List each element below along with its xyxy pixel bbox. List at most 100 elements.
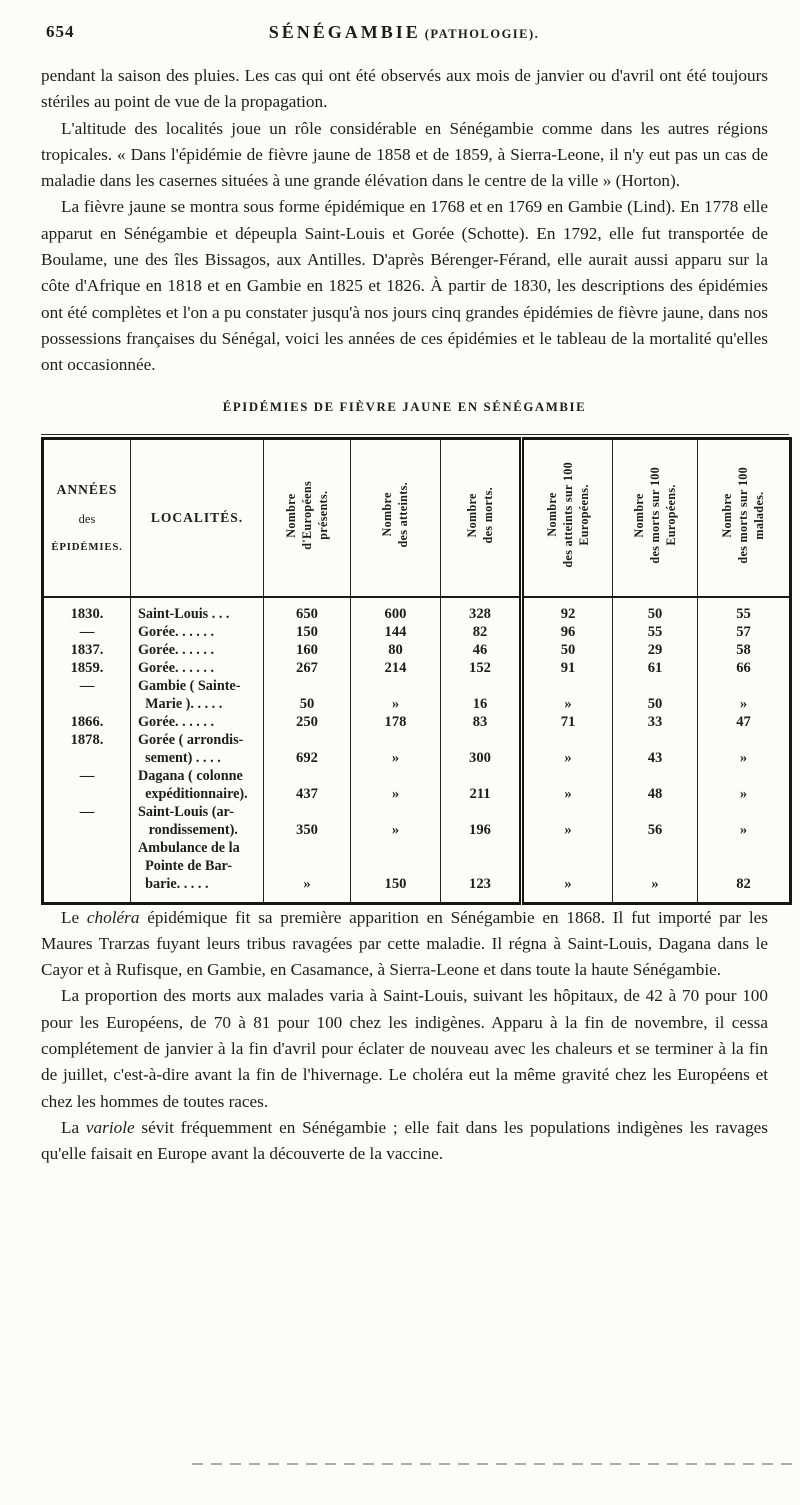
page-content: pendant la saison des pluies. Les cas qu… — [41, 63, 792, 1168]
table-cell: 1866. — [70, 713, 104, 730]
table-row: sement) . . . . 692» 300» 43» — [43, 748, 791, 767]
table-cell: — — [79, 623, 95, 640]
table-cell: 50 — [519, 640, 613, 659]
table-row: 1859. Gorée. . . . . . 267 214 152 91 61 66 — [43, 658, 791, 677]
table-cell: 211 — [440, 784, 522, 803]
table-cell — [43, 785, 131, 803]
table-cell: 144 — [350, 622, 441, 641]
table-cell — [697, 856, 791, 875]
table-cell — [263, 802, 351, 821]
table-cell — [263, 766, 351, 785]
table-cell — [350, 856, 441, 875]
table-cell — [612, 766, 698, 785]
table-cell: Gorée. . . . . . — [130, 658, 264, 677]
table-cell: 43 — [612, 748, 698, 767]
table-cell: 437 — [263, 784, 351, 803]
col-header-morts: Nombre des morts. — [440, 438, 522, 598]
table-cell: 57 — [697, 622, 791, 641]
running-head: 654 SÉNÉGAMBIE (PATHOLOGIE). — [42, 22, 766, 48]
table-cell: Saint-Louis . . . — [130, 596, 264, 623]
table-cell: 150 — [350, 874, 441, 904]
table-cell — [263, 676, 351, 695]
table-cell: 1859. — [70, 659, 104, 676]
table-cell: 152 — [440, 658, 522, 677]
table-cell: 92 — [519, 596, 613, 623]
table-cell — [519, 856, 613, 875]
table-row: — Gambie ( Sainte- — [43, 676, 791, 695]
table-cell — [697, 730, 791, 749]
table-cell: 196 — [440, 820, 522, 839]
table-cell — [440, 838, 522, 857]
paragraph-cholera: Le choléra épidémique fit sa première ap… — [41, 905, 768, 984]
table-row: — Dagana ( colonne — [43, 766, 791, 785]
table-cell — [43, 749, 131, 767]
table-cell: 58 — [697, 640, 791, 659]
table-cell: 1878. — [70, 731, 104, 748]
table-cell — [263, 730, 351, 749]
table-cell: Gorée. . . . . . — [130, 640, 264, 659]
italic-cholera: choléra — [86, 907, 140, 927]
table-cell — [519, 766, 613, 785]
table-cell: 61 — [612, 658, 698, 677]
table-row: Marie ). . . . . 50» 16» 50» — [43, 694, 791, 713]
table-cell — [612, 856, 698, 875]
col-header-atteints-sur-100-europeens: Nombre des atteints sur 100 Européens. — [519, 438, 613, 598]
table-title: ÉPIDÉMIES DE FIÈVRE JAUNE EN SÉNÉGAMBIE — [222, 399, 587, 414]
table-cell: Dagana ( colonne — [130, 766, 264, 785]
table-cell: 82 — [697, 874, 791, 904]
table-cell: 80 — [350, 640, 441, 659]
table-cell: » — [697, 784, 791, 803]
table-cell: 96 — [519, 622, 613, 641]
table-cell: 48 — [612, 784, 698, 803]
table-cell — [43, 695, 131, 713]
table-cell: » — [519, 748, 613, 767]
table-cell: 178 — [350, 712, 441, 731]
table-cell: 250 — [263, 712, 351, 731]
table-cell: » — [697, 748, 791, 767]
table-cell: barie. . . . . — [130, 874, 264, 904]
table-cell: 300 — [440, 748, 522, 767]
table-row: rondissement). 350» 196» 56» — [43, 820, 791, 839]
table-cell — [350, 802, 441, 821]
table-cell: 50 — [612, 694, 698, 713]
paragraph-mortality-proportion: La proportion des morts aux malades vari… — [41, 986, 768, 1111]
paragraph-lead: La — [61, 1117, 86, 1137]
paragraph-yellow-fever-history: La fièvre jaune se montra sous forme épi… — [41, 197, 768, 375]
table-cell: 71 — [519, 712, 613, 731]
table-cell: 46 — [440, 640, 522, 659]
table-cell: Gorée. . . . . . — [130, 712, 264, 731]
table-body: 1830. Saint-Louis . . . 650 600 328 92 50 55— Go… — [43, 596, 791, 904]
table-cell — [440, 730, 522, 749]
epidemics-table: ANNÉES des ÉPIDÉMIES. LOCALITÉS. Nombre d… — [41, 436, 792, 905]
table-cell: 50 — [612, 596, 698, 623]
table-cell — [43, 857, 131, 875]
table-cell — [440, 766, 522, 785]
table-cell: » — [697, 820, 791, 839]
table-cell — [350, 730, 441, 749]
table-cell — [612, 838, 698, 857]
table-cell — [697, 802, 791, 821]
table-row: — Saint-Louis (ar- — [43, 802, 791, 821]
running-title-paren: (PATHOLOGIE). — [424, 27, 540, 41]
table-cell: 83 — [440, 712, 522, 731]
running-title: SÉNÉGAMBIE (PATHOLOGIE). — [42, 22, 766, 43]
table-row: Pointe de Bar- — [43, 856, 791, 875]
table-cell: 600 — [350, 596, 441, 623]
table-cell — [519, 838, 613, 857]
paragraph-rest: épidémique fit sa première apparition en… — [41, 907, 768, 980]
table-cell: — — [79, 767, 95, 784]
table-cell: 1837. — [70, 641, 104, 658]
table-cell: 91 — [519, 658, 613, 677]
table-cell — [697, 838, 791, 857]
table-row: barie. . . . .» 150 123»» 82 — [43, 874, 791, 904]
table-cell: » — [519, 784, 613, 803]
table-header-row: ANNÉES des ÉPIDÉMIES. LOCALITÉS. Nombre d… — [42, 438, 791, 598]
table-row: 1837. Gorée. . . . . . 160 80 46 50 29 58 — [43, 640, 791, 659]
table-cell: 66 — [697, 658, 791, 677]
table-cell — [440, 802, 522, 821]
table-cell: » — [519, 694, 613, 713]
table-cell — [519, 730, 613, 749]
table-cell: 150 — [263, 622, 351, 641]
italic-variole: variole — [85, 1117, 135, 1137]
table-cell: Gorée. . . . . . — [130, 622, 264, 641]
